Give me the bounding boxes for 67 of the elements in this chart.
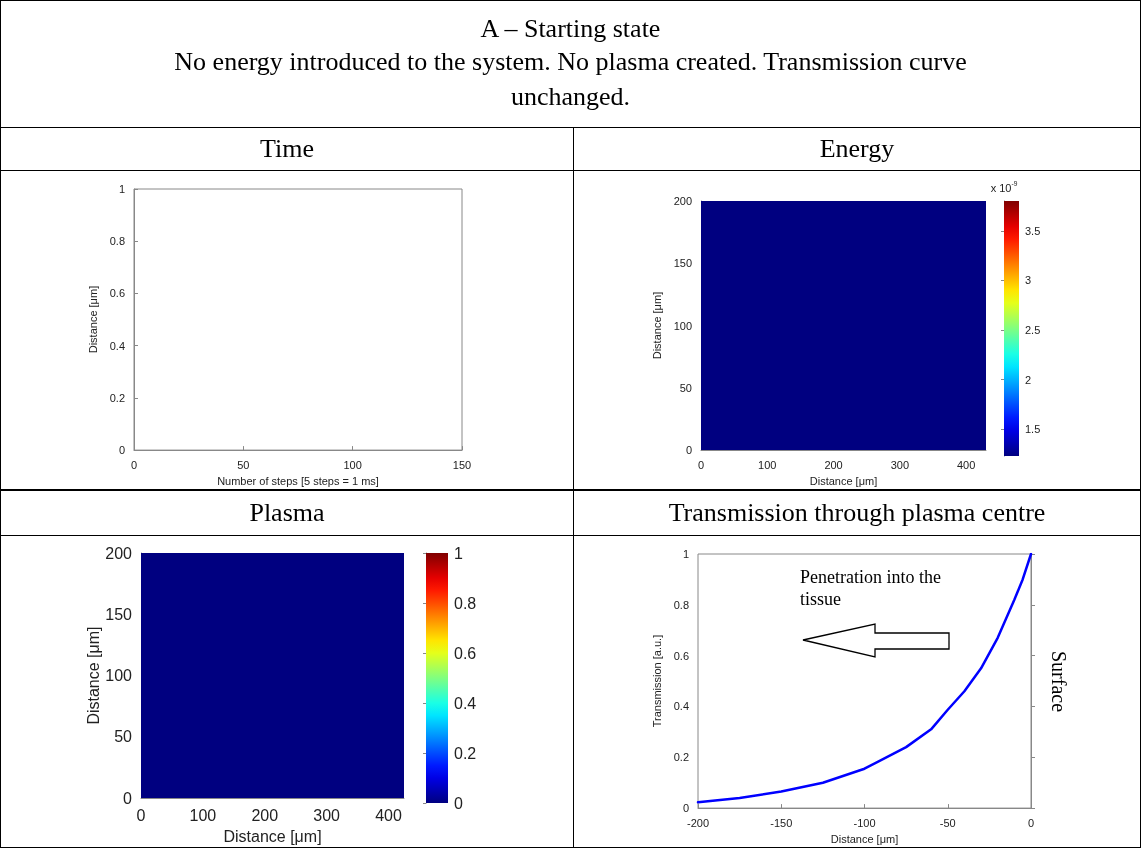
x-tick-label: 200: [251, 806, 279, 824]
color-bar-label: 3: [1025, 274, 1032, 287]
x-tick-label: -50: [939, 816, 956, 829]
x-tick-label: 150: [452, 458, 472, 471]
annotation: Penetration into the tissue: [800, 566, 942, 610]
y-tick-label: 0: [123, 789, 133, 807]
y-axis-title: Distance [μm]: [651, 291, 664, 360]
y-tick-label: 0.2: [109, 391, 125, 404]
x-tick-label: -150: [770, 816, 793, 829]
color-bar-label: 1.5: [1025, 423, 1041, 436]
x-tick-label: 200: [824, 458, 843, 471]
y-tick-label: 1: [118, 183, 125, 195]
color-bar-label: 0.2: [454, 744, 477, 762]
text: No energy introduced to the system. No plasma created. Transmission curve unchanged.: [173, 46, 968, 113]
text: Surface: [1047, 651, 1070, 713]
y-tick-label: 0.4: [673, 700, 689, 713]
x-axis-title: Distance [μm]: [809, 474, 878, 487]
x-tick-label: 0: [697, 458, 705, 471]
y-tick-label: 50: [114, 728, 133, 746]
color-bar-label: 0.6: [454, 644, 477, 662]
chart-title: Time: [0, 127, 574, 171]
y-tick-label: 0.8: [673, 598, 689, 611]
color-bar-label: 2: [1025, 373, 1032, 386]
color-bar-label: 0.8: [454, 594, 477, 612]
x-axis-title: Distance [μm]: [223, 827, 322, 845]
y-tick-label: 150: [673, 257, 692, 270]
color-bar-label: 1: [454, 544, 463, 562]
chart-title: Energy: [573, 127, 1141, 171]
chart-title: Plasma: [0, 490, 574, 536]
y-tick-label: 0.6: [109, 287, 125, 300]
color-bar-label: 3.5: [1025, 224, 1041, 237]
color-bar-label: 2.5: [1025, 323, 1041, 336]
x-tick-label: 300: [890, 458, 910, 471]
x-tick-label: 0: [1027, 816, 1035, 829]
y-tick-label: 100: [673, 319, 692, 332]
y-axis-title: Distance [μm]: [84, 626, 102, 725]
y-tick-label: 50: [679, 381, 692, 394]
y-tick-label: 0.4: [109, 339, 125, 352]
color-bar-label: 0.4: [454, 694, 477, 712]
x-tick-label: 300: [313, 806, 341, 824]
y-axis-title: Distance [μm]: [87, 285, 100, 354]
y-axis-title: Transmission [a.u.]: [651, 634, 664, 728]
y-tick-label: 100: [105, 667, 133, 685]
y-tick-label: 1: [682, 548, 689, 560]
line-series: [696, 552, 1033, 804]
x-tick-label: 50: [237, 458, 250, 471]
x-tick-label: 100: [189, 806, 217, 824]
y-tick-label: 150: [105, 605, 133, 623]
y-tick-label: 0.2: [673, 751, 689, 764]
y-tick-label: 0.8: [109, 235, 125, 248]
x-tick-label: -100: [853, 816, 876, 829]
x-tick-label: -200: [686, 816, 710, 829]
color-bar-label: 0: [454, 794, 463, 812]
text: A – Starting state: [480, 14, 661, 44]
y-tick-label: 0: [118, 444, 125, 457]
y-tick-label: 0.6: [673, 649, 689, 662]
x-tick-label: 0: [136, 806, 146, 824]
y-tick-label: 200: [105, 544, 133, 562]
x-tick-label: 100: [758, 458, 777, 471]
x-axis-title: Distance [μm]: [830, 832, 899, 845]
x-tick-label: 400: [956, 458, 976, 471]
y-tick-label: 200: [673, 195, 692, 207]
x-tick-label: 400: [375, 806, 402, 824]
x-tick-label: 100: [343, 458, 362, 471]
y-tick-label: 0: [685, 444, 692, 457]
x-axis-title: Number of steps [5 steps = 1 ms]: [217, 474, 379, 487]
chart-title: Transmission through plasma centre: [573, 490, 1141, 536]
